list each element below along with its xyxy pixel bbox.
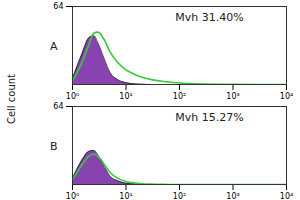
svg-text:10¹: 10¹ (119, 192, 132, 200)
svg-text:10²: 10² (173, 92, 186, 100)
svg-text:10³: 10³ (226, 92, 239, 100)
svg-text:Mvh 15.27%: Mvh 15.27% (175, 111, 243, 124)
svg-text:10³: 10³ (226, 192, 239, 200)
svg-text:10⁰: 10⁰ (66, 192, 79, 200)
svg-text:10¹: 10¹ (119, 92, 132, 100)
svg-text:64: 64 (53, 2, 63, 11)
svg-text:10⁰: 10⁰ (66, 92, 79, 100)
svg-text:10⁴: 10⁴ (280, 92, 293, 100)
html-text:A: A (50, 40, 58, 53)
svg-text:64: 64 (53, 102, 63, 111)
html-text:B: B (50, 140, 58, 153)
svg-text:Mvh 31.40%: Mvh 31.40% (175, 11, 243, 24)
svg-text:10⁴: 10⁴ (280, 192, 293, 200)
svg-text:10²: 10² (173, 192, 186, 200)
html-text:Cell count: Cell count (5, 74, 17, 124)
